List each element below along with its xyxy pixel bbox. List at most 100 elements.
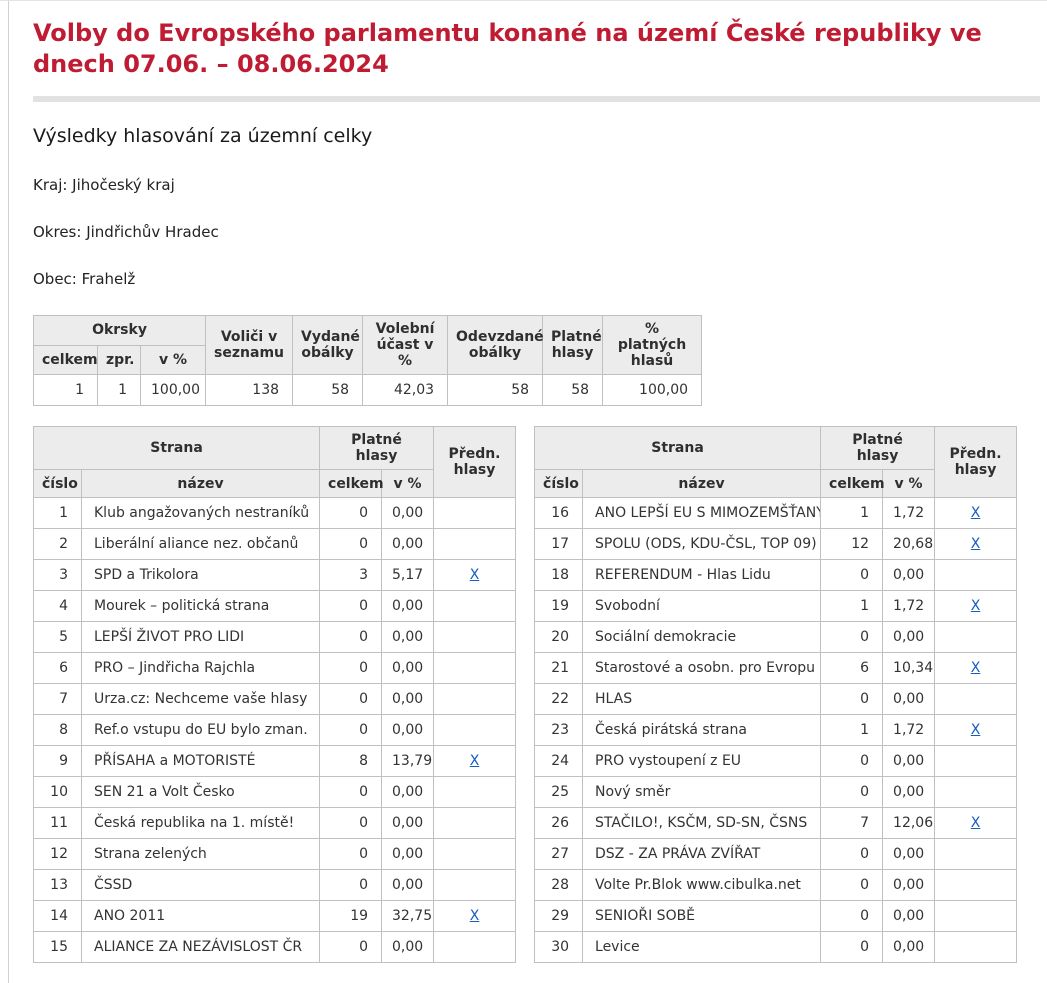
pref-votes-cell: X	[934, 714, 1018, 746]
party-number-cell: 3	[33, 559, 82, 591]
votes-pct-cell: 0,00	[882, 621, 936, 653]
pref-votes-cell	[934, 683, 1018, 715]
party-row: 27 DSZ - ZA PRÁVA ZVÍŘAT 0 0,00	[534, 838, 1018, 870]
party-number-cell: 29	[534, 900, 584, 932]
turnout-summary-table: Okrsky Voliči v seznamu Vydané obálky Vo…	[32, 315, 703, 406]
votes-pct-cell: 0,00	[882, 745, 936, 777]
pref-votes-cell: X	[934, 590, 1018, 622]
party-row: 1 Klub angažovaných nestraníků 0 0,00	[33, 497, 517, 529]
party-name-cell: SEN 21 a Volt Česko	[80, 776, 321, 808]
party-row: 22 HLAS 0 0,00	[534, 683, 1018, 715]
party-number-cell: 5	[33, 621, 82, 653]
pref-votes-cell	[433, 621, 517, 653]
votes-total-cell: 19	[319, 900, 383, 932]
votes-total-cell: 1	[820, 497, 884, 529]
votes-total-cell: 3	[319, 559, 383, 591]
party-name-cell: LEPŠÍ ŽIVOT PRO LIDI	[80, 621, 321, 653]
party-number-cell: 19	[534, 590, 584, 622]
value-vydane-obalky: 58	[292, 374, 364, 406]
header-volebni-ucast: Volební účast v %	[362, 315, 449, 375]
party-tables-row: Strana Platné hlasy Předn. hlasy číslo n…	[32, 426, 1047, 963]
pref-votes-link[interactable]: X	[970, 815, 981, 831]
party-number-cell: 2	[33, 528, 82, 560]
party-number-cell: 12	[33, 838, 82, 870]
votes-total-cell: 0	[319, 714, 383, 746]
header-platne-hlasy: Platné hlasy	[319, 426, 435, 470]
party-number-cell: 11	[33, 807, 82, 839]
party-row: 19 Svobodní 1 1,72 X	[534, 590, 1018, 622]
party-number-cell: 22	[534, 683, 584, 715]
pref-votes-cell	[934, 559, 1018, 591]
party-number-cell: 4	[33, 590, 82, 622]
header-strana: Strana	[534, 426, 822, 470]
header-v-pct: v %	[381, 469, 435, 498]
value-pct-platnych-hlasu: 100,00	[602, 374, 703, 406]
header-platne-hlasy: Platné hlasy	[820, 426, 936, 470]
header-cislo: číslo	[534, 469, 584, 498]
header-nazev: název	[80, 469, 321, 498]
votes-pct-cell: 0,00	[381, 590, 435, 622]
votes-total-cell: 0	[820, 776, 884, 808]
votes-total-cell: 0	[319, 590, 383, 622]
value-odevzdane-obalky: 58	[447, 374, 544, 406]
party-results-table-right: Strana Platné hlasy Předn. hlasy číslo n…	[534, 426, 1018, 963]
votes-pct-cell: 0,00	[381, 869, 435, 901]
value-okrsky-celkem: 1	[33, 374, 98, 406]
votes-pct-cell: 1,72	[882, 714, 936, 746]
party-name-cell: Klub angažovaných nestraníků	[80, 497, 321, 529]
party-name-cell: HLAS	[582, 683, 822, 715]
header-pct-platnych-hlasu: % platných hlasů	[602, 315, 703, 375]
votes-total-cell: 0	[820, 838, 884, 870]
party-number-cell: 18	[534, 559, 584, 591]
party-name-cell: Liberální aliance nez. občanů	[80, 528, 321, 560]
votes-pct-cell: 0,00	[381, 807, 435, 839]
votes-total-cell: 0	[319, 528, 383, 560]
votes-pct-cell: 0,00	[882, 683, 936, 715]
party-name-cell: Ref.o vstupu do EU bylo zman.	[80, 714, 321, 746]
pref-votes-link[interactable]: X	[469, 753, 480, 769]
header-predn-hlasy: Předn. hlasy	[433, 426, 517, 498]
party-number-cell: 16	[534, 497, 584, 529]
party-name-cell: Česká republika na 1. místě!	[80, 807, 321, 839]
pref-votes-link[interactable]: X	[970, 505, 981, 521]
pref-votes-link[interactable]: X	[469, 908, 480, 924]
header-predn-hlasy: Předn. hlasy	[934, 426, 1018, 498]
header-okrsky-celkem: celkem	[33, 344, 98, 375]
party-number-cell: 15	[33, 931, 82, 963]
pref-votes-link[interactable]: X	[970, 722, 981, 738]
header-okrsky: Okrsky	[32, 315, 207, 346]
party-number-cell: 23	[534, 714, 584, 746]
party-row: 30 Levice 0 0,00	[534, 931, 1018, 963]
party-number-cell: 10	[33, 776, 82, 808]
party-row: 13 ČSSD 0 0,00	[33, 869, 517, 901]
pref-votes-link[interactable]: X	[970, 660, 981, 676]
party-number-cell: 1	[33, 497, 82, 529]
pref-votes-link[interactable]: X	[970, 598, 981, 614]
pref-votes-cell: X	[433, 559, 517, 591]
header-v-pct: v %	[882, 469, 936, 498]
region-line-okres: Okres: Jindřichův Hradec	[33, 223, 219, 241]
party-name-cell: PRO – Jindřicha Rajchla	[80, 652, 321, 684]
summary-values-row: 1 1 100,00 138 58 42,03 58 58 100,00	[33, 374, 703, 406]
value-platne-hlasy: 58	[542, 374, 604, 406]
pref-votes-link[interactable]: X	[469, 567, 480, 583]
header-volici-v-seznamu: Voliči v seznamu	[205, 315, 294, 375]
party-number-cell: 21	[534, 652, 584, 684]
pref-votes-cell	[433, 497, 517, 529]
pref-votes-cell	[934, 838, 1018, 870]
votes-total-cell: 6	[820, 652, 884, 684]
pref-votes-cell	[433, 714, 517, 746]
votes-pct-cell: 0,00	[381, 652, 435, 684]
party-number-cell: 14	[33, 900, 82, 932]
header-celkem: celkem	[820, 469, 885, 498]
votes-total-cell: 0	[319, 652, 383, 684]
party-name-cell: SENIOŘI SOBĚ	[582, 900, 822, 932]
party-name-cell: ČSSD	[80, 869, 321, 901]
party-number-cell: 13	[33, 869, 82, 901]
party-row: 11 Česká republika na 1. místě! 0 0,00	[33, 807, 517, 839]
pref-votes-link[interactable]: X	[970, 536, 981, 552]
party-row: 26 STAČILO!, KSČM, SD-SN, ČSNS 7 12,06 X	[534, 807, 1018, 839]
pref-votes-cell	[934, 869, 1018, 901]
